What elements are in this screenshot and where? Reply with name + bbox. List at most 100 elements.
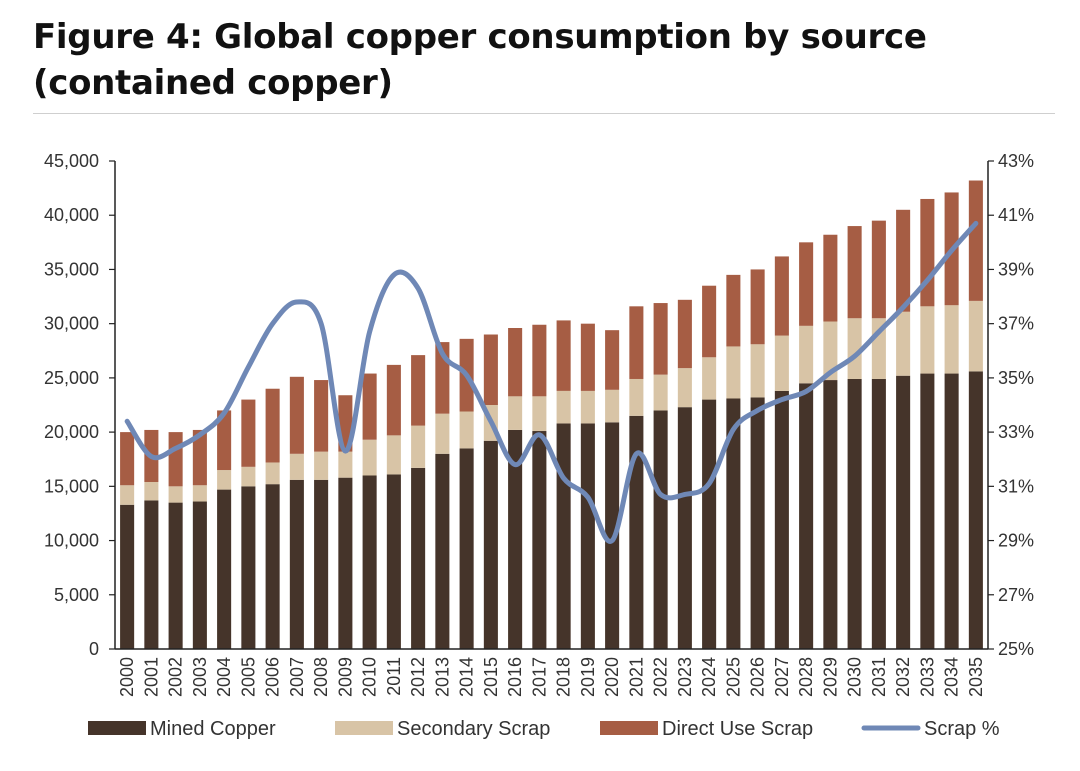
- x-tick-label-2012: 2012: [408, 657, 428, 697]
- y-left-tick-label: 45,000: [44, 151, 99, 171]
- x-tick-label-2033: 2033: [917, 657, 937, 697]
- bar-direct-use-scrap-2007: [289, 376, 304, 454]
- bar-direct-use-scrap-2035: [968, 180, 983, 301]
- legend-label-direct-use-scrap: Direct Use Scrap: [662, 718, 813, 740]
- bar-direct-use-scrap-2024: [702, 285, 717, 358]
- x-tick-label-2017: 2017: [529, 657, 549, 697]
- y-right-tick-label: 33%: [998, 422, 1034, 442]
- x-tick-label-2021: 2021: [626, 657, 646, 697]
- legend-label-scrap-: Scrap %: [924, 718, 1000, 740]
- x-tick-label-2006: 2006: [263, 657, 283, 697]
- title-divider: [33, 113, 1055, 114]
- bar-secondary-scrap-2032: [896, 311, 911, 376]
- bar-secondary-scrap-2005: [241, 466, 256, 487]
- y-left-tick-label: 30,000: [44, 314, 99, 334]
- x-tick-label-2008: 2008: [311, 657, 331, 697]
- bar-mined-copper-2026: [750, 397, 765, 649]
- bar-direct-use-scrap-2010: [362, 373, 377, 440]
- y-left-tick-label: 35,000: [44, 259, 99, 279]
- x-tick-label-2001: 2001: [141, 657, 161, 697]
- bar-mined-copper-2034: [944, 373, 959, 649]
- bar-mined-copper-2015: [483, 440, 498, 649]
- bar-mined-copper-2004: [217, 489, 232, 649]
- bar-secondary-scrap-2013: [435, 413, 450, 454]
- bar-secondary-scrap-2026: [750, 344, 765, 398]
- bar-mined-copper-2020: [605, 422, 620, 649]
- y-right-tick-label: 31%: [998, 476, 1034, 496]
- x-tick-label-2035: 2035: [966, 657, 986, 697]
- bar-direct-use-scrap-2023: [677, 299, 692, 369]
- bar-secondary-scrap-2018: [556, 390, 571, 424]
- bar-secondary-scrap-2035: [968, 300, 983, 372]
- x-tick-label-2013: 2013: [432, 657, 452, 697]
- y-left-tick-label: 15,000: [44, 476, 99, 496]
- bar-direct-use-scrap-2008: [314, 380, 329, 452]
- bar-mined-copper-2009: [338, 477, 353, 649]
- legend-swatch-mined-copper: [88, 721, 146, 735]
- x-tick-label-2020: 2020: [602, 657, 622, 697]
- bar-secondary-scrap-2029: [823, 321, 838, 381]
- y-left-tick-label: 10,000: [44, 531, 99, 551]
- bar-direct-use-scrap-2006: [265, 388, 280, 463]
- bar-secondary-scrap-2011: [386, 435, 401, 475]
- bar-mined-copper-2007: [289, 479, 304, 649]
- bar-mined-copper-2016: [508, 429, 523, 649]
- bar-direct-use-scrap-2032: [896, 209, 911, 312]
- bar-mined-copper-2012: [411, 467, 426, 649]
- bar-mined-copper-2003: [192, 501, 207, 649]
- bar-direct-use-scrap-2017: [532, 324, 547, 397]
- x-tick-label-2016: 2016: [505, 657, 525, 697]
- bar-mined-copper-2005: [241, 486, 256, 649]
- legend-label-secondary-scrap: Secondary Scrap: [397, 718, 550, 740]
- bar-secondary-scrap-2012: [411, 425, 426, 468]
- bar-mined-copper-2017: [532, 431, 547, 649]
- bar-mined-copper-2000: [120, 504, 135, 649]
- bar-mined-copper-2008: [314, 479, 329, 649]
- bar-secondary-scrap-2022: [653, 374, 668, 411]
- bar-mined-copper-2010: [362, 475, 377, 649]
- x-tick-label-2000: 2000: [117, 657, 137, 697]
- x-tick-label-2010: 2010: [360, 657, 380, 697]
- bar-secondary-scrap-2025: [726, 346, 741, 399]
- x-tick-label-2029: 2029: [820, 657, 840, 697]
- y-right-tick-label: 37%: [998, 314, 1034, 334]
- x-tick-label-2009: 2009: [335, 657, 355, 697]
- bar-secondary-scrap-2027: [774, 335, 789, 391]
- bar-direct-use-scrap-2005: [241, 399, 256, 467]
- bar-secondary-scrap-2030: [847, 318, 862, 379]
- bar-mined-copper-2025: [726, 398, 741, 649]
- bar-direct-use-scrap-2011: [386, 364, 401, 436]
- x-tick-label-2014: 2014: [457, 657, 477, 697]
- bar-direct-use-scrap-2019: [580, 323, 595, 391]
- bar-mined-copper-2023: [677, 407, 692, 649]
- bar-secondary-scrap-2002: [168, 486, 183, 503]
- bar-mined-copper-2033: [920, 373, 935, 649]
- y-right-tick-label: 41%: [998, 205, 1034, 225]
- bar-direct-use-scrap-2026: [750, 269, 765, 345]
- bar-secondary-scrap-2008: [314, 451, 329, 480]
- bar-mined-copper-2014: [459, 448, 474, 649]
- x-tick-label-2002: 2002: [166, 657, 186, 697]
- bar-mined-copper-2018: [556, 423, 571, 649]
- x-tick-label-2030: 2030: [845, 657, 865, 697]
- bar-direct-use-scrap-2027: [774, 256, 789, 336]
- bar-secondary-scrap-2003: [192, 485, 207, 502]
- bar-direct-use-scrap-2004: [217, 410, 232, 471]
- x-tick-label-2025: 2025: [723, 657, 743, 697]
- bar-mined-copper-2001: [144, 500, 159, 649]
- x-tick-label-2032: 2032: [893, 657, 913, 697]
- bar-direct-use-scrap-2033: [920, 198, 935, 307]
- bar-secondary-scrap-2020: [605, 389, 620, 423]
- bar-mined-copper-2002: [168, 502, 183, 649]
- bar-secondary-scrap-2001: [144, 482, 159, 501]
- bar-mined-copper-2022: [653, 410, 668, 649]
- scrap-line-layer: [124, 220, 979, 544]
- x-tick-label-2034: 2034: [942, 657, 962, 697]
- y-left-tick-label: 5,000: [54, 585, 99, 605]
- y-right-tick-label: 43%: [998, 151, 1034, 171]
- y-left-tick-label: 25,000: [44, 368, 99, 388]
- bar-mined-copper-2024: [702, 399, 717, 649]
- bar-secondary-scrap-2034: [944, 305, 959, 374]
- bar-secondary-scrap-2023: [677, 368, 692, 408]
